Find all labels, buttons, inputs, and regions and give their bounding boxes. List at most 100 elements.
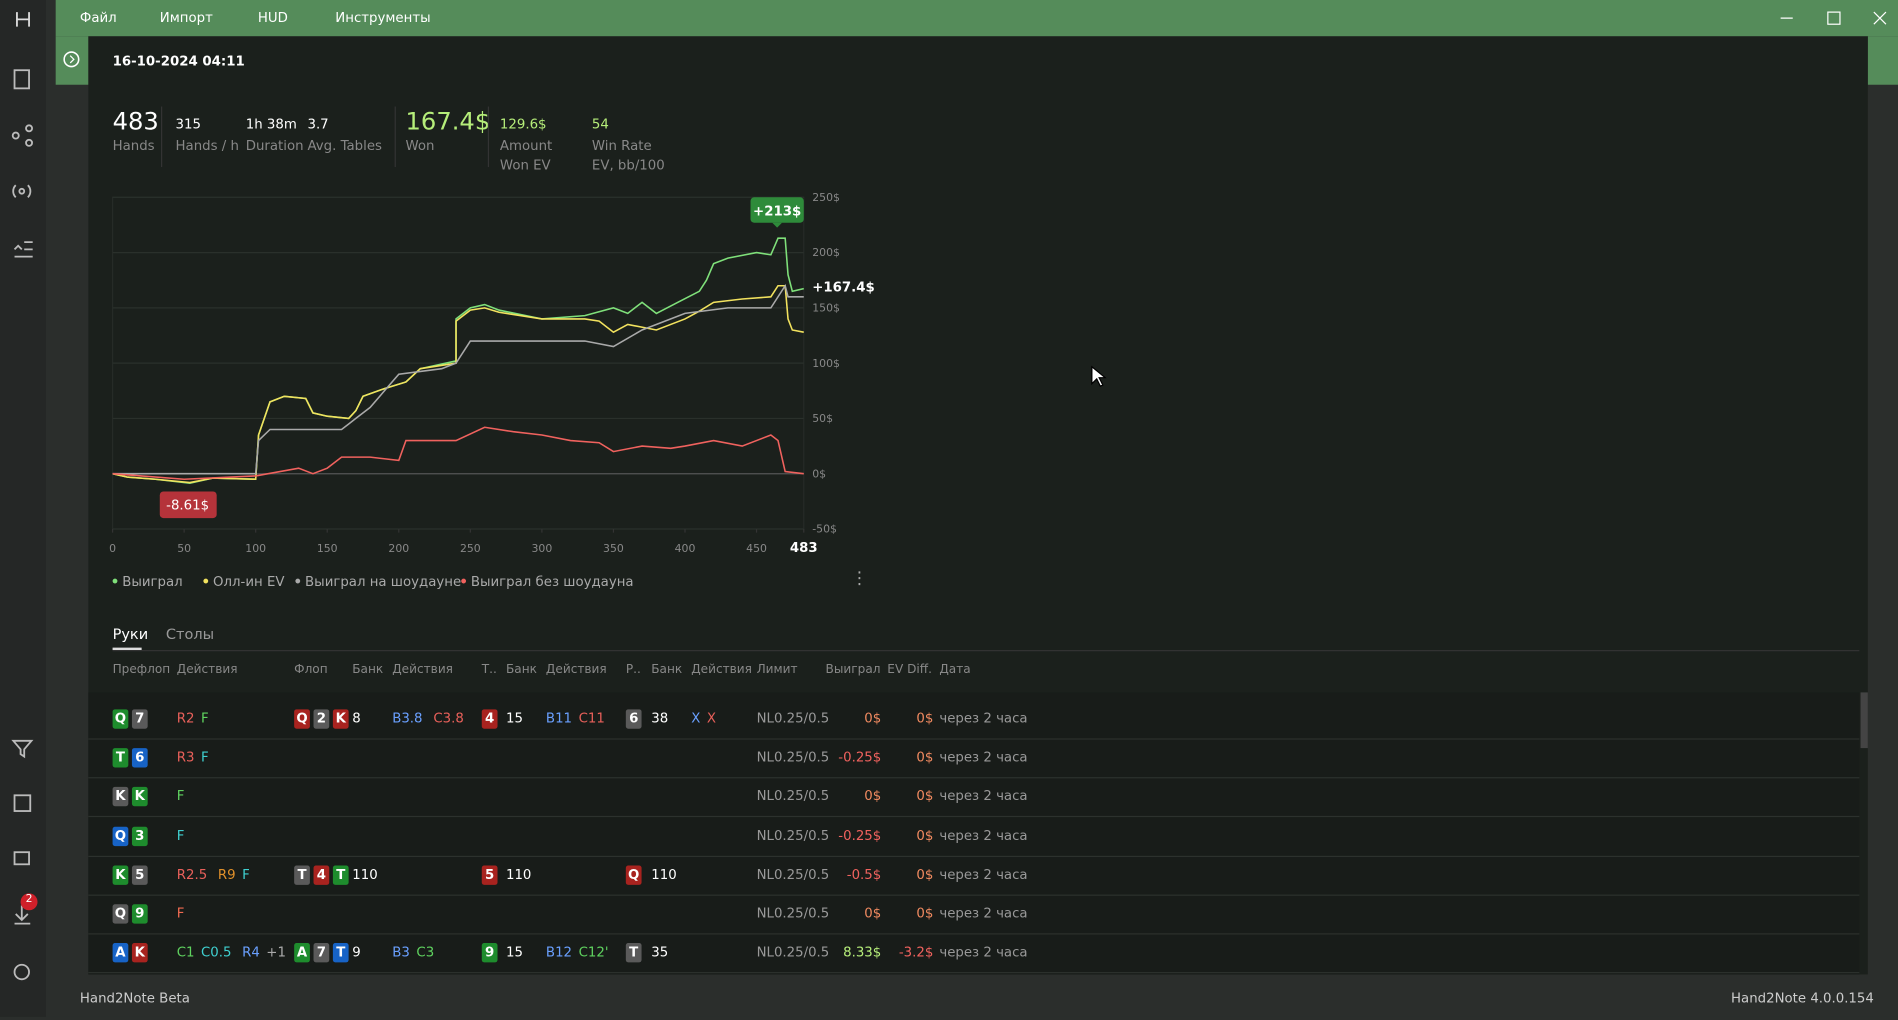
column-header[interactable]: Действия <box>545 663 607 677</box>
chart-menu[interactable]: ⋮ <box>850 568 868 589</box>
column-header[interactable]: Префлоп <box>112 663 171 677</box>
legend-dot <box>461 578 467 584</box>
tables-icon[interactable] <box>13 851 30 866</box>
stat-value: 1h 38m <box>245 116 297 132</box>
column-header[interactable]: Банк <box>505 663 537 677</box>
column-header[interactable]: EV Diff. <box>887 663 932 677</box>
action: B3.8 <box>392 710 423 727</box>
filter-icon[interactable] <box>11 739 34 759</box>
column-header[interactable]: Действия <box>392 663 453 677</box>
column-header[interactable]: Банк <box>352 663 384 677</box>
tab[interactable]: Руки <box>112 625 149 643</box>
won: -0.25$ <box>838 749 882 766</box>
card: 5 <box>481 865 498 885</box>
action: R3 <box>176 749 195 766</box>
column-header[interactable]: Лимит <box>756 663 798 677</box>
close-button[interactable] <box>1873 11 1887 25</box>
card: 7 <box>131 709 148 729</box>
chart: -50$ 0$ 50$ 100$ 150$ 200$ 250$ 0 50 100 150 200 250… <box>109 191 875 556</box>
x-tick-label: 350 <box>603 542 624 555</box>
column-header[interactable]: Р.. <box>625 663 641 677</box>
column-header[interactable]: Действия <box>691 663 752 677</box>
stat-value: 315 <box>175 116 201 132</box>
flop-pot: 8 <box>352 710 361 727</box>
menu-item[interactable]: HUD <box>257 9 288 26</box>
column-header[interactable]: Дата <box>939 663 971 677</box>
column-header[interactable]: Флоп <box>294 663 328 677</box>
sidebar-icons <box>11 12 38 981</box>
action: C3 <box>416 944 435 961</box>
date: через 2 часа <box>939 710 1028 727</box>
stat-label: Won <box>405 137 435 154</box>
action: C12' <box>578 944 609 961</box>
action: B3 <box>392 944 410 961</box>
last-value-annotation: +167.4$ <box>812 281 874 296</box>
column-header[interactable]: Банк <box>651 663 683 677</box>
card: A <box>294 943 310 963</box>
column-header[interactable]: Выиграл <box>825 663 881 677</box>
notification-count: 2 <box>25 893 33 906</box>
row-separator <box>88 894 1860 896</box>
notification-badge <box>20 893 38 911</box>
card: 7 <box>313 943 330 963</box>
legend-label[interactable]: Выиграл на шоудауне <box>305 573 462 590</box>
card: 2 <box>313 709 330 729</box>
flop-pot: 110 <box>352 866 378 883</box>
x-tick-label: 200 <box>388 542 409 555</box>
y-tick-label: -50$ <box>812 523 837 536</box>
collapse-icon[interactable] <box>56 36 89 84</box>
action: C1 <box>176 944 195 961</box>
side-strip <box>55 36 89 85</box>
x-tick-label: 250 <box>460 542 481 555</box>
legend-dot <box>295 578 301 584</box>
won: -0.25$ <box>838 827 882 844</box>
stat-value: 129.6$ <box>499 116 547 132</box>
action: F <box>176 905 185 922</box>
date: через 2 часа <box>939 788 1028 805</box>
menu-item[interactable]: Инструменты <box>335 9 431 26</box>
divider <box>394 106 396 168</box>
min-tooltip <box>159 491 217 519</box>
card: T <box>112 748 129 768</box>
max-annotation: +213$ <box>753 204 801 219</box>
logo <box>16 12 30 27</box>
action: R9 <box>217 866 236 883</box>
settings-icon[interactable] <box>13 963 30 981</box>
session-date: 16-10-2024 04:11 <box>112 53 245 69</box>
menu-item[interactable]: Импорт <box>159 9 213 26</box>
y-tick-label: 0$ <box>812 467 826 480</box>
legend-dot <box>203 578 209 584</box>
legend-label[interactable]: Выиграл без шоудауна <box>470 573 634 590</box>
window-controls <box>1780 11 1887 25</box>
download-icon[interactable] <box>14 905 31 925</box>
action: C0.5 <box>200 944 232 961</box>
card: K <box>131 943 148 963</box>
card: 5 <box>131 865 148 885</box>
maximize-button[interactable] <box>1827 11 1841 25</box>
action: F <box>200 749 209 766</box>
scrollbar[interactable] <box>1860 692 1868 749</box>
x-tick-label: 400 <box>675 542 696 555</box>
legend-label[interactable]: Олл-ин EV <box>213 573 285 590</box>
action: X <box>706 710 717 727</box>
hands-table: Q 7 R2 F Q 2 K 8 B3.8 C3.8 4 15 B11 C11 6 38 X X NL0.25/0.… <box>88 692 1868 975</box>
reports-icon[interactable] <box>13 69 30 90</box>
tab[interactable]: Столы <box>165 625 215 643</box>
column-header[interactable]: Действия <box>176 663 238 677</box>
menu-item[interactable]: Файл <box>79 9 117 26</box>
limit: NL0.25/0.5 <box>756 788 830 805</box>
card: K <box>332 709 349 729</box>
y-tick-label: 100$ <box>812 357 840 370</box>
column-header[interactable]: Т.. <box>481 663 497 677</box>
ev-diff: 0$ <box>916 905 934 922</box>
ratings-icon[interactable] <box>13 241 33 258</box>
action: B12 <box>545 944 573 961</box>
row-separator <box>88 972 1860 974</box>
card: T <box>332 865 349 885</box>
layout-icon[interactable] <box>13 794 32 812</box>
legend-label[interactable]: Выиграл <box>122 573 183 590</box>
limit: NL0.25/0.5 <box>756 944 830 961</box>
share-icon[interactable] <box>11 124 33 147</box>
date: через 2 часа <box>939 905 1028 922</box>
live-icon[interactable] <box>12 184 32 198</box>
